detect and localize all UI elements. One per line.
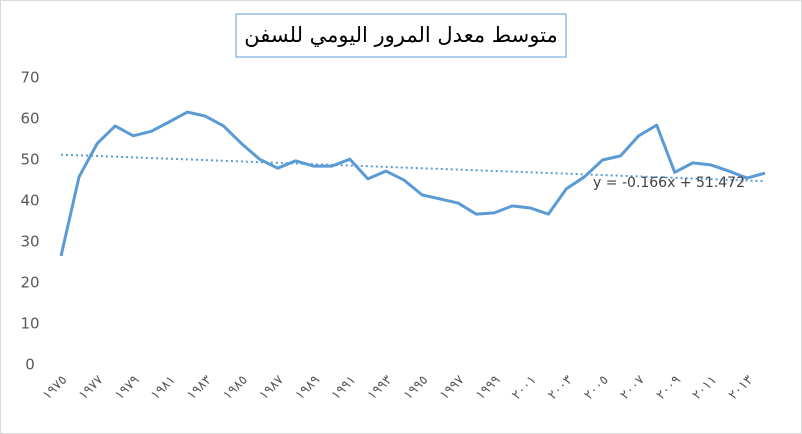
y-tick-label: 40 — [20, 192, 39, 210]
title-box — [235, 13, 567, 58]
y-tick-label: 0 — [25, 356, 35, 374]
y-tick-label: 30 — [20, 233, 39, 251]
y-tick-label: 10 — [20, 315, 39, 333]
trendline-equation: y = -0.166x + 51.472 — [593, 175, 745, 191]
chart-title: متوسط معدل المرور اليومي للسفن — [244, 23, 557, 47]
y-tick-label: 60 — [20, 110, 39, 128]
y-tick-label: 20 — [20, 274, 39, 292]
y-tick-label: 70 — [20, 69, 39, 87]
y-tick-label: 50 — [20, 151, 39, 169]
data-line — [59, 110, 766, 257]
